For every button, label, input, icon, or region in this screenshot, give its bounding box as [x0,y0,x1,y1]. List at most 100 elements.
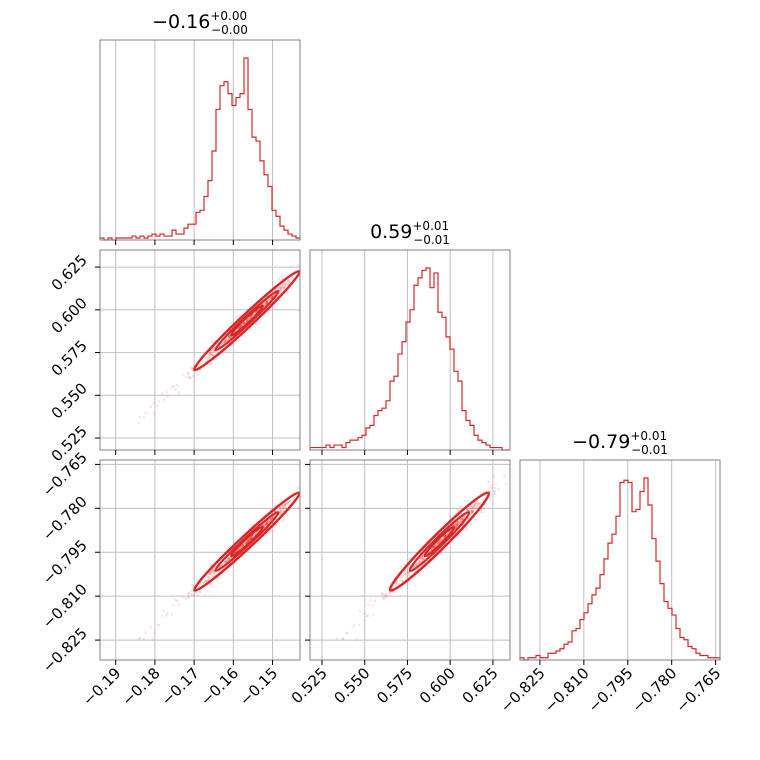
y-tick-label: −0.810 [39,580,91,632]
sample-point [157,400,161,403]
sample-point [137,421,141,425]
sample-point [384,596,387,599]
sample-point [249,536,253,540]
sample-point [311,267,314,270]
sample-point [278,299,282,302]
sample-point [247,318,250,321]
sample-point [276,508,280,512]
sample-point [431,546,435,550]
x-tick-label: 0.625 [459,664,502,707]
sample-point [265,522,269,526]
sample-point [415,563,418,566]
sample-point [345,631,349,634]
y-tick-label: −0.780 [39,492,91,544]
scatter-yaxis-1: −0.825−0.810−0.795−0.780−0.765 [39,448,100,676]
sample-point [279,507,283,510]
sample-point [208,356,211,359]
sample-point [210,575,214,578]
sample-point [470,510,474,513]
sample-point [279,509,282,512]
sample-point [247,316,250,320]
sample-point [436,541,440,545]
sample-point [382,596,386,600]
sample-point [487,486,491,490]
sample-point [479,511,483,514]
sample-point [265,522,269,525]
sample-point [474,501,477,504]
sample-point [166,612,169,615]
sample-point [249,536,252,540]
sample-point [365,614,368,618]
sample-point [436,541,440,544]
sample-point [250,536,253,539]
sample-point [286,501,290,504]
sample-point [236,315,239,319]
sample-point [477,501,481,505]
hist-grid-2 [539,460,717,660]
sample-point [311,484,314,487]
sample-point [471,510,475,513]
sample-point [239,325,242,329]
contour-level-1 [214,289,280,352]
sample-point [269,518,273,521]
sample-point [198,363,202,367]
sample-point [301,488,304,491]
sample-point [427,565,430,568]
x-tick-label: 0.600 [416,664,459,707]
x-tick-label: −0.18 [118,664,163,709]
sample-point [367,614,370,617]
sample-point [283,506,286,509]
sample-point [456,508,460,512]
sample-point [277,285,281,289]
sample-point [265,301,269,304]
sample-point [283,504,287,508]
sample-point [264,522,267,525]
sample-point [279,288,283,292]
sample-point [418,560,422,563]
sample-point [207,353,211,357]
sample-point [438,539,442,543]
sample-point [516,464,519,467]
sample-point [280,286,283,290]
sample-point [182,596,185,599]
sample-point [296,486,300,490]
scatter-xaxis-1: −0.19−0.18−0.17−0.16−0.15 [79,660,281,709]
sample-point [477,501,481,505]
sample-point [152,411,156,415]
sample-point [165,390,168,393]
sample-point [228,336,231,339]
sample-point [407,557,411,560]
scatter-grid-1 [100,460,300,660]
sample-point [473,504,476,508]
sample-point [272,306,275,309]
sample-point [283,504,286,507]
sample-point [264,523,268,527]
sample-point [278,286,281,290]
sample-point [469,507,473,510]
contour-level-0 [193,269,301,372]
sample-point [138,415,142,419]
x-tick-label: −0.16 [197,664,242,709]
sample-point [278,291,282,294]
sample-point [413,564,417,567]
scatter-xaxis-0 [115,450,274,455]
sample-point [210,570,214,573]
sample-point [303,490,306,493]
sample-point [254,311,258,314]
sample-point [311,265,314,268]
sample-point [445,533,448,536]
sample-point [432,545,436,549]
sample-point [248,537,251,540]
sample-point [212,572,216,576]
sample-point [209,352,212,355]
sample-point [263,302,267,306]
scatter-xaxis-2: 0.525 0.550 0.575 0.600 0.625 [288,660,502,707]
sample-point [387,591,391,594]
y-tick-label: 0.600 [48,294,91,337]
sample-point [399,575,403,578]
sample-point [174,598,177,602]
sample-point [264,302,268,305]
sample-point [303,267,306,270]
sample-point [351,625,355,629]
sample-point [209,350,212,354]
